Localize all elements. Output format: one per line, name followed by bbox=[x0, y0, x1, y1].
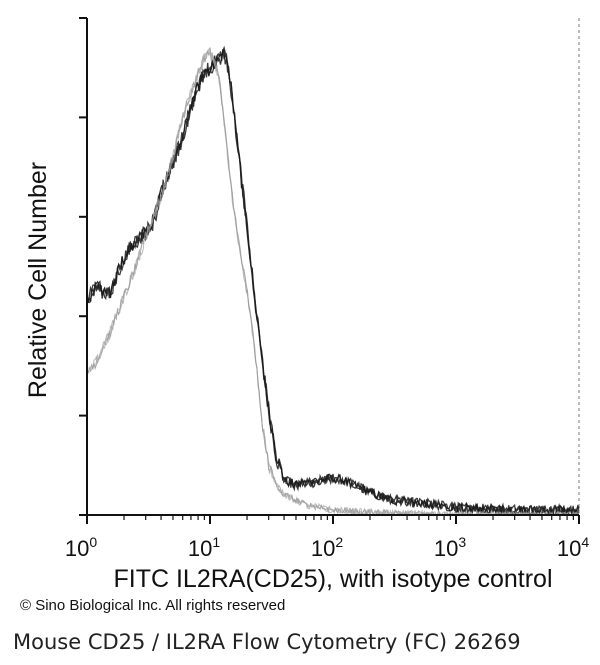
x-tick-label-3: 103 bbox=[434, 534, 466, 561]
figure-caption: Mouse CD25 / IL2RA Flow Cytometry (FC) 2… bbox=[13, 630, 521, 654]
x-tick-label-4: 104 bbox=[557, 534, 589, 561]
x-ticks-layer: 100 101 102 103 104 bbox=[65, 515, 589, 561]
x-axis-title: FITC IL2RA(CD25), with isotype control bbox=[113, 565, 552, 593]
copyright-text: © Sino Biological Inc. All rights reserv… bbox=[20, 597, 286, 614]
plot-area bbox=[87, 18, 579, 515]
x-tick-label-1: 101 bbox=[188, 534, 220, 561]
y-axis-title: Relative Cell Number bbox=[24, 162, 52, 398]
histogram-chart: 100 101 102 103 104 FITC IL2RA(CD25), with i… bbox=[24, 17, 589, 593]
series-layer bbox=[86, 45, 580, 517]
x-tick-label-2: 102 bbox=[311, 534, 343, 561]
series-2-line-1 bbox=[86, 49, 580, 517]
y-ticks-layer bbox=[79, 17, 87, 516]
x-tick-label-0: 100 bbox=[65, 534, 97, 561]
